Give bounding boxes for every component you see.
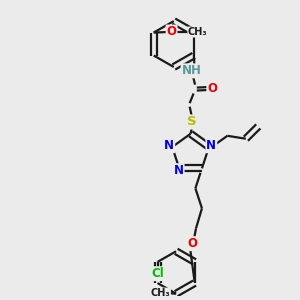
- Text: CH₃: CH₃: [188, 27, 208, 37]
- Text: N: N: [206, 139, 216, 152]
- Text: S: S: [187, 116, 197, 128]
- Text: CH₃: CH₃: [151, 288, 170, 298]
- Text: Cl: Cl: [151, 267, 164, 280]
- Text: NH: NH: [182, 64, 201, 77]
- Text: N: N: [164, 139, 174, 152]
- Text: O: O: [188, 237, 197, 250]
- Text: O: O: [207, 82, 217, 95]
- Text: O: O: [167, 26, 176, 38]
- Text: N: N: [174, 164, 184, 177]
